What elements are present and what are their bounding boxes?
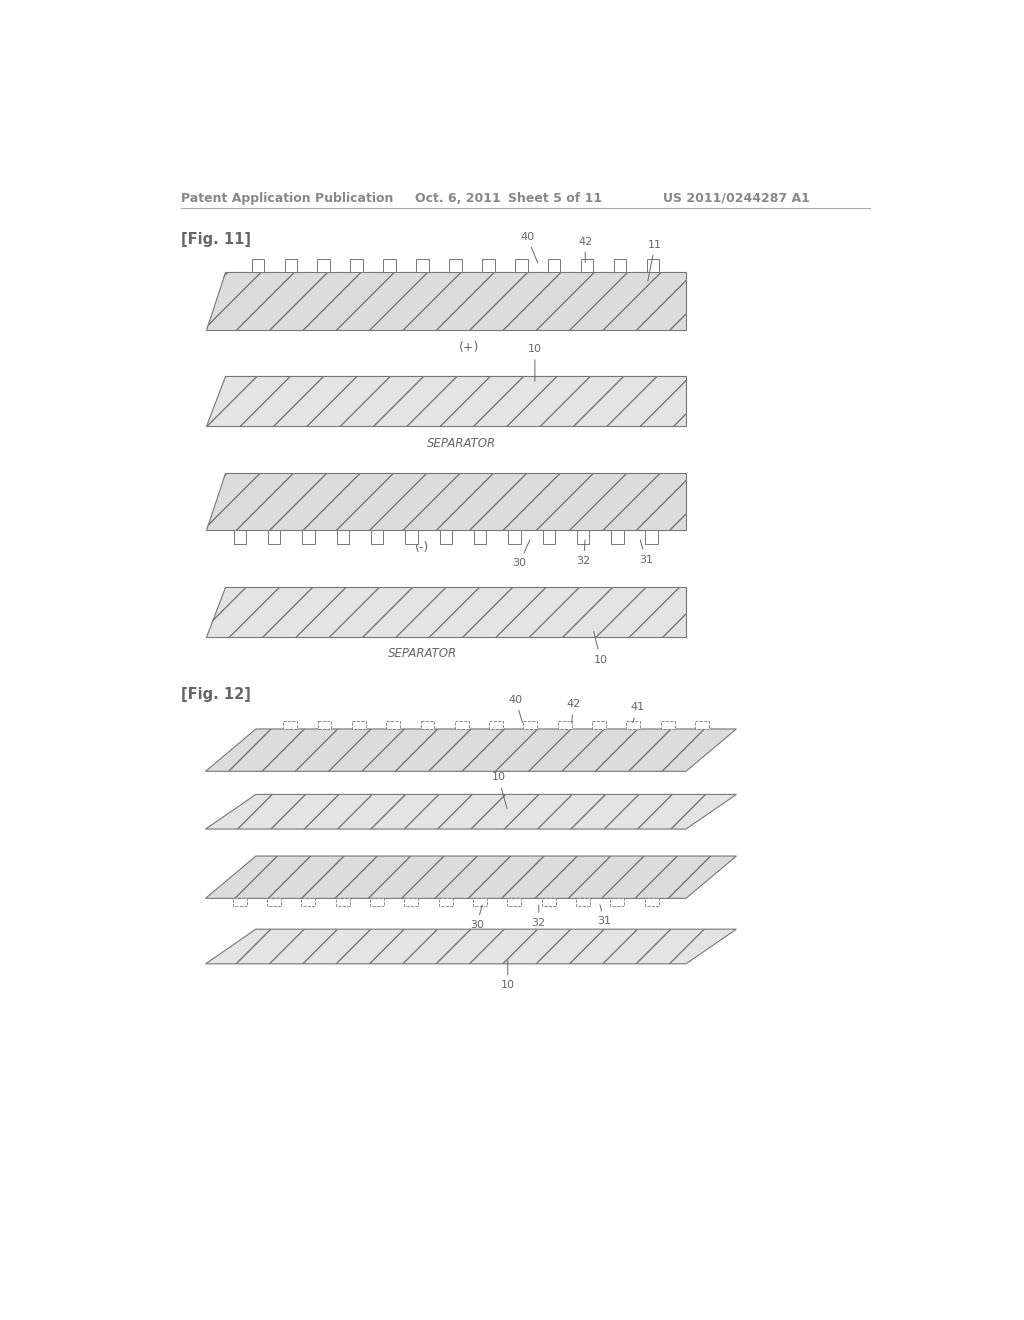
Text: Sheet 5 of 11: Sheet 5 of 11 xyxy=(508,191,602,205)
Bar xyxy=(371,531,383,544)
Bar xyxy=(233,531,246,544)
Polygon shape xyxy=(206,729,736,771)
Bar xyxy=(548,259,560,272)
Bar xyxy=(610,899,625,906)
Bar xyxy=(645,899,658,906)
Bar xyxy=(439,531,452,544)
Text: (-): (-) xyxy=(416,541,430,554)
Text: US 2011/0244287 A1: US 2011/0244287 A1 xyxy=(663,191,810,205)
Bar xyxy=(350,259,362,272)
Text: (+): (+) xyxy=(459,341,479,354)
Bar xyxy=(660,721,675,729)
Bar xyxy=(577,899,590,906)
Bar xyxy=(336,899,350,906)
Text: 40: 40 xyxy=(520,232,538,263)
Polygon shape xyxy=(206,795,736,829)
Bar xyxy=(542,899,556,906)
Text: 32: 32 xyxy=(531,906,546,928)
Bar xyxy=(627,721,640,729)
Text: 31: 31 xyxy=(598,906,611,927)
Text: [Fig. 12]: [Fig. 12] xyxy=(180,686,251,702)
Bar xyxy=(515,259,527,272)
Bar xyxy=(611,531,624,544)
Bar xyxy=(474,531,486,544)
Bar xyxy=(302,531,314,544)
Polygon shape xyxy=(206,272,686,330)
Bar xyxy=(370,899,384,906)
Bar xyxy=(317,259,330,272)
Text: 10: 10 xyxy=(501,961,515,990)
Bar xyxy=(268,531,281,544)
Bar xyxy=(581,259,593,272)
Bar xyxy=(558,721,571,729)
Bar xyxy=(404,899,419,906)
Text: Oct. 6, 2011: Oct. 6, 2011 xyxy=(415,191,501,205)
Bar xyxy=(489,721,503,729)
Bar xyxy=(592,721,606,729)
Bar xyxy=(614,259,627,272)
Bar xyxy=(252,259,264,272)
Bar xyxy=(543,531,555,544)
Text: Patent Application Publication: Patent Application Publication xyxy=(180,191,393,205)
Text: SEPARATOR: SEPARATOR xyxy=(427,437,496,450)
Text: 41: 41 xyxy=(631,702,645,722)
Bar xyxy=(577,531,589,544)
Bar xyxy=(508,899,521,906)
Bar xyxy=(406,531,418,544)
Bar xyxy=(695,721,709,729)
Bar xyxy=(337,531,349,544)
Bar xyxy=(267,899,282,906)
Bar xyxy=(455,721,469,729)
Bar xyxy=(386,721,400,729)
Bar xyxy=(482,259,495,272)
Bar xyxy=(417,259,429,272)
Bar xyxy=(284,721,297,729)
Bar xyxy=(523,721,538,729)
Bar xyxy=(352,721,366,729)
Bar xyxy=(450,259,462,272)
Bar xyxy=(421,721,434,729)
Text: 31: 31 xyxy=(639,540,652,565)
Text: SEPARATOR: SEPARATOR xyxy=(388,647,457,660)
Polygon shape xyxy=(206,855,736,899)
Text: 10: 10 xyxy=(492,772,507,809)
Text: [Fig. 11]: [Fig. 11] xyxy=(180,232,251,247)
Text: 32: 32 xyxy=(577,540,591,566)
Bar xyxy=(647,259,659,272)
Bar xyxy=(473,899,487,906)
Text: 42: 42 xyxy=(566,700,581,722)
Text: 10: 10 xyxy=(594,631,608,665)
Bar xyxy=(438,899,453,906)
Bar xyxy=(301,899,315,906)
Polygon shape xyxy=(206,586,686,636)
Polygon shape xyxy=(206,376,686,426)
Bar xyxy=(508,531,520,544)
Bar xyxy=(383,259,395,272)
Bar xyxy=(232,899,247,906)
Bar xyxy=(317,721,332,729)
Polygon shape xyxy=(206,473,686,531)
Text: 10: 10 xyxy=(528,345,542,381)
Bar xyxy=(285,259,297,272)
Text: 30: 30 xyxy=(512,540,529,569)
Text: 30: 30 xyxy=(470,906,483,931)
Polygon shape xyxy=(206,929,736,964)
Text: 11: 11 xyxy=(648,240,662,281)
Text: 40: 40 xyxy=(509,694,522,722)
Bar xyxy=(645,531,657,544)
Text: 42: 42 xyxy=(579,236,592,263)
